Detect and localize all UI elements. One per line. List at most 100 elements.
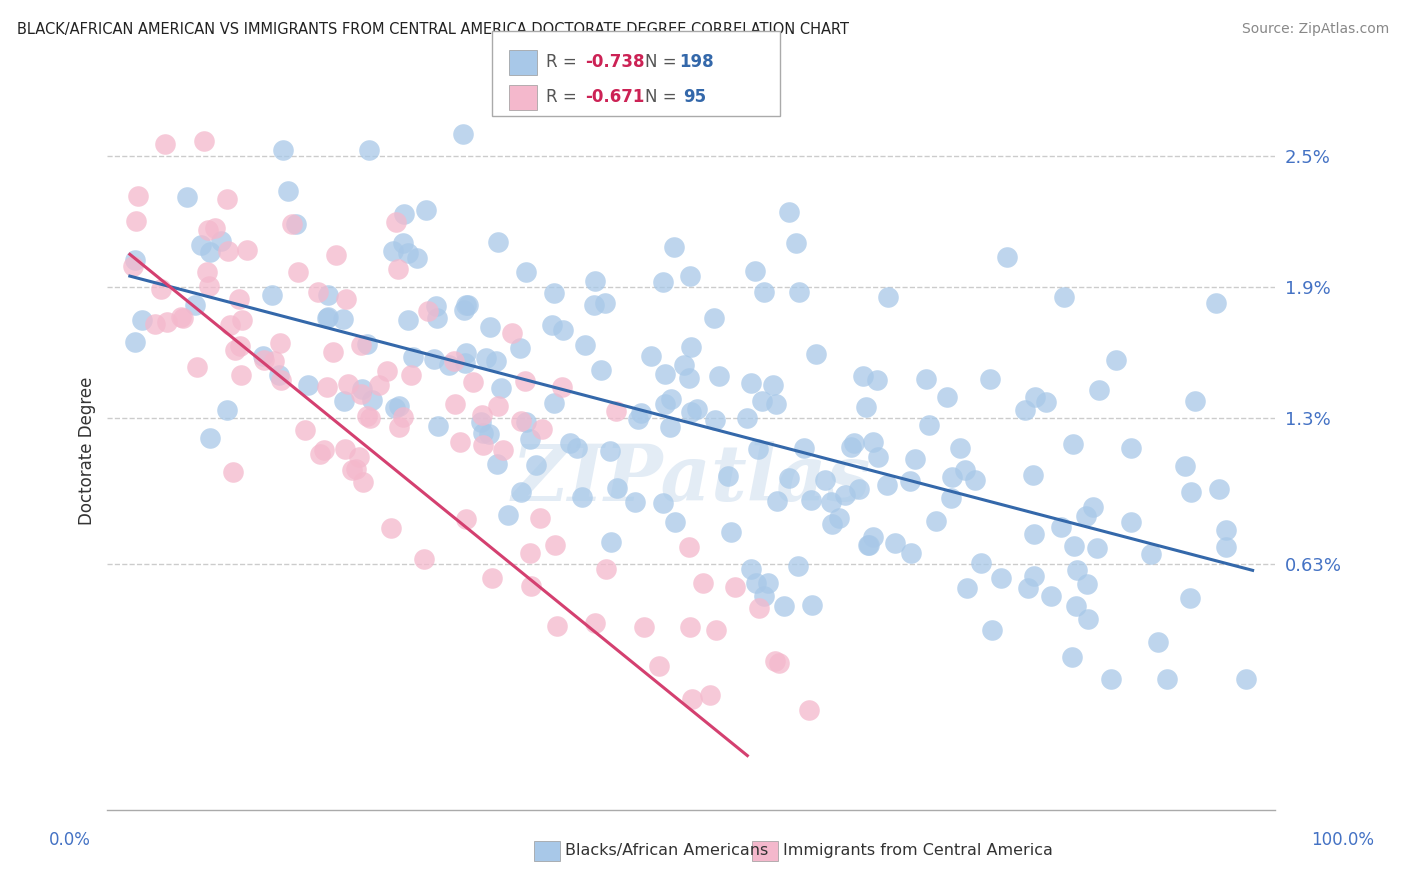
Point bbox=[748, 601, 770, 615]
Point bbox=[1024, 569, 1046, 583]
Y-axis label: Doctorate Degree: Doctorate Degree bbox=[79, 376, 96, 524]
Point bbox=[531, 422, 554, 436]
Point bbox=[277, 184, 299, 198]
Point bbox=[153, 136, 176, 151]
Point bbox=[501, 326, 523, 340]
Point bbox=[391, 409, 413, 424]
Point bbox=[1050, 520, 1073, 534]
Point bbox=[195, 264, 218, 278]
Point bbox=[375, 364, 398, 378]
Point bbox=[253, 352, 276, 367]
Point bbox=[866, 450, 889, 464]
Point bbox=[456, 512, 478, 526]
Point bbox=[679, 620, 702, 634]
Point bbox=[1087, 383, 1109, 397]
Point bbox=[496, 508, 519, 522]
Point bbox=[1017, 581, 1039, 595]
Text: N =: N = bbox=[645, 54, 682, 71]
Point bbox=[297, 377, 319, 392]
Point bbox=[1087, 541, 1109, 555]
Point bbox=[543, 538, 565, 552]
Point bbox=[839, 440, 862, 454]
Point bbox=[519, 432, 541, 446]
Point bbox=[454, 345, 477, 359]
Point bbox=[785, 235, 807, 250]
Point bbox=[352, 475, 374, 489]
Point bbox=[471, 408, 494, 422]
Point bbox=[412, 551, 434, 566]
Point bbox=[332, 311, 354, 326]
Point bbox=[416, 304, 439, 318]
Point bbox=[231, 312, 253, 326]
Point bbox=[659, 392, 682, 406]
Point bbox=[740, 376, 762, 390]
Point bbox=[215, 403, 238, 417]
Point bbox=[472, 425, 495, 440]
Point bbox=[820, 495, 842, 509]
Point bbox=[659, 419, 682, 434]
Point bbox=[1062, 437, 1084, 451]
Point bbox=[744, 264, 766, 278]
Point bbox=[1174, 459, 1197, 474]
Point bbox=[778, 205, 800, 219]
Point bbox=[184, 298, 207, 312]
Point bbox=[124, 335, 146, 350]
Point bbox=[804, 347, 827, 361]
Point bbox=[834, 488, 856, 502]
Text: 0.0%: 0.0% bbox=[49, 831, 91, 849]
Point bbox=[316, 380, 339, 394]
Point bbox=[654, 367, 676, 381]
Point bbox=[231, 368, 253, 382]
Point bbox=[486, 457, 509, 471]
Point bbox=[862, 530, 884, 544]
Point bbox=[550, 380, 572, 394]
Point bbox=[262, 288, 284, 302]
Point bbox=[384, 401, 406, 416]
Point bbox=[425, 299, 447, 313]
Point bbox=[979, 371, 1001, 385]
Point bbox=[316, 310, 339, 324]
Point bbox=[426, 419, 449, 434]
Point bbox=[589, 362, 612, 376]
Point bbox=[337, 376, 360, 391]
Point bbox=[1063, 539, 1085, 553]
Point bbox=[953, 463, 976, 477]
Point bbox=[814, 473, 837, 487]
Point bbox=[679, 340, 702, 354]
Point bbox=[855, 400, 877, 414]
Point bbox=[271, 143, 294, 157]
Point bbox=[1099, 673, 1122, 687]
Point bbox=[352, 382, 374, 396]
Point bbox=[565, 441, 588, 455]
Point bbox=[918, 418, 941, 433]
Point bbox=[600, 534, 623, 549]
Point bbox=[1180, 484, 1202, 499]
Point bbox=[204, 221, 226, 235]
Point bbox=[679, 269, 702, 284]
Point bbox=[186, 359, 208, 374]
Point bbox=[1076, 577, 1098, 591]
Point bbox=[357, 143, 380, 157]
Point bbox=[515, 415, 537, 429]
Point bbox=[443, 353, 465, 368]
Point bbox=[654, 397, 676, 411]
Point bbox=[356, 336, 378, 351]
Point bbox=[396, 245, 419, 260]
Point bbox=[481, 571, 503, 585]
Point bbox=[1039, 589, 1062, 603]
Point bbox=[678, 371, 700, 385]
Text: 198: 198 bbox=[679, 54, 714, 71]
Point bbox=[359, 411, 381, 425]
Point bbox=[1104, 352, 1126, 367]
Point bbox=[156, 315, 179, 329]
Point bbox=[385, 215, 408, 229]
Point bbox=[285, 217, 308, 231]
Point bbox=[1205, 296, 1227, 310]
Point bbox=[939, 491, 962, 505]
Point bbox=[340, 463, 363, 477]
Point bbox=[392, 206, 415, 220]
Point bbox=[346, 462, 368, 476]
Point bbox=[980, 623, 1002, 637]
Point bbox=[281, 217, 304, 231]
Point bbox=[904, 451, 927, 466]
